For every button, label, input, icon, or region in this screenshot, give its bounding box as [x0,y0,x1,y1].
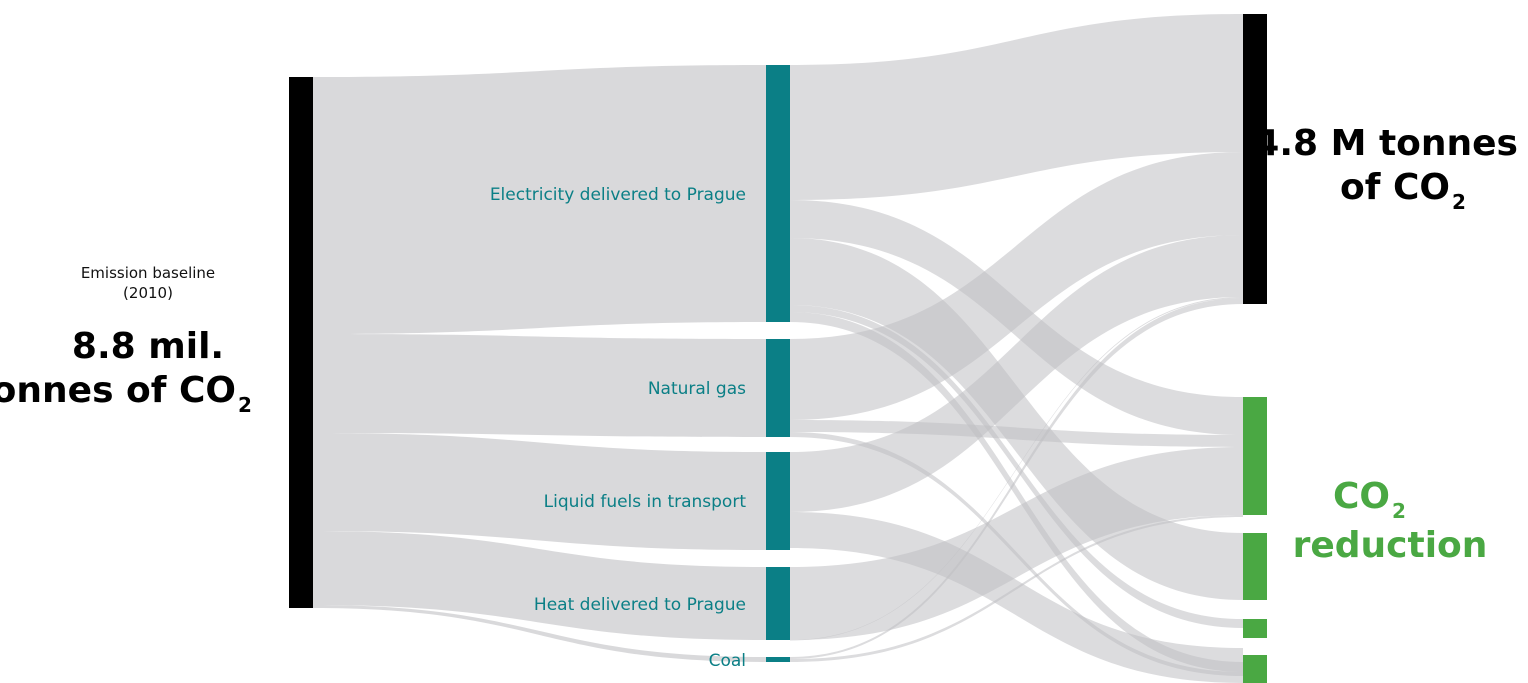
node-bar [766,657,790,662]
subscript: 2 [238,393,252,417]
flow [790,305,1243,628]
node-label: Heat delivered to Prague [534,595,746,615]
node-label: Coal [709,651,746,671]
flow [790,515,1243,662]
remaining-label: 4.8 M tonnes [1254,123,1518,164]
source-node [289,77,313,608]
flow [313,334,766,437]
flow [790,235,1243,512]
source-year: (2010) [123,284,173,302]
flow [313,531,766,640]
node-label: Natural gas [648,379,746,399]
flow [790,297,1243,641]
node-bar [766,452,790,550]
remaining-label: of CO [1340,167,1450,208]
remaining-node [1243,14,1267,304]
source-total: 8.8 mil. [72,326,224,367]
source-caption: Emission baseline [81,264,215,282]
flow [790,298,1243,659]
reduction-label: CO [1333,476,1390,517]
reduction-node [1243,655,1267,683]
flow [313,605,766,662]
source-total: tonnes of CO [0,370,236,411]
node-label: Electricity delivered to Prague [490,185,746,205]
reduction-node [1243,619,1267,638]
flow [790,14,1243,200]
flow [790,420,1243,447]
flow [790,312,1243,672]
reduction-label: reduction [1293,525,1488,566]
node-label: Liquid fuels in transport [544,492,747,512]
flow [313,433,766,550]
flow [313,65,766,334]
node-bar [766,339,790,437]
node-bar [766,567,790,640]
subscript: 2 [1392,499,1406,523]
flows [313,14,1243,683]
reduction-node [1243,533,1267,600]
flow [790,152,1243,420]
flow [790,447,1243,640]
subscript: 2 [1452,190,1466,214]
node-bar [766,65,790,322]
reduction-node [1243,397,1267,515]
